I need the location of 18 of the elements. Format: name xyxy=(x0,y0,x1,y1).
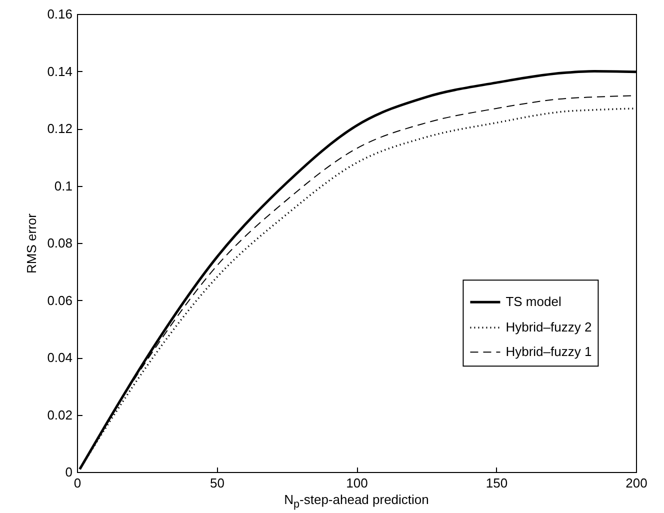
y-tick-label: 0.1 xyxy=(54,178,72,194)
x-tick-label: 50 xyxy=(210,476,224,490)
y-tick-label: 0.02 xyxy=(47,407,72,422)
y-tick-label: 0.04 xyxy=(47,350,72,365)
x-axis-title: N$_{p}$-step-ahead prediction xyxy=(283,492,430,511)
legend-label: TS model xyxy=(506,294,562,310)
y-tick-label: 0.14 xyxy=(47,64,72,79)
x-tick-label: 100 xyxy=(346,476,368,490)
y-tick-label: 0.16 xyxy=(47,6,72,22)
x-tick-label: 150 xyxy=(486,476,508,490)
y-tick-label: 0.06 xyxy=(47,292,72,308)
y-axis-title: RMS error xyxy=(24,212,40,274)
y-tick-label: 0.12 xyxy=(47,121,72,136)
y-tick-label: 0 xyxy=(65,464,72,480)
y-tick-label: 0.08 xyxy=(47,236,72,250)
legend-label: Hybrid–fuzzy 2 xyxy=(506,320,592,335)
x-tick-label: 200 xyxy=(626,476,648,490)
legend-label: Hybrid–fuzzy 1 xyxy=(506,344,592,360)
